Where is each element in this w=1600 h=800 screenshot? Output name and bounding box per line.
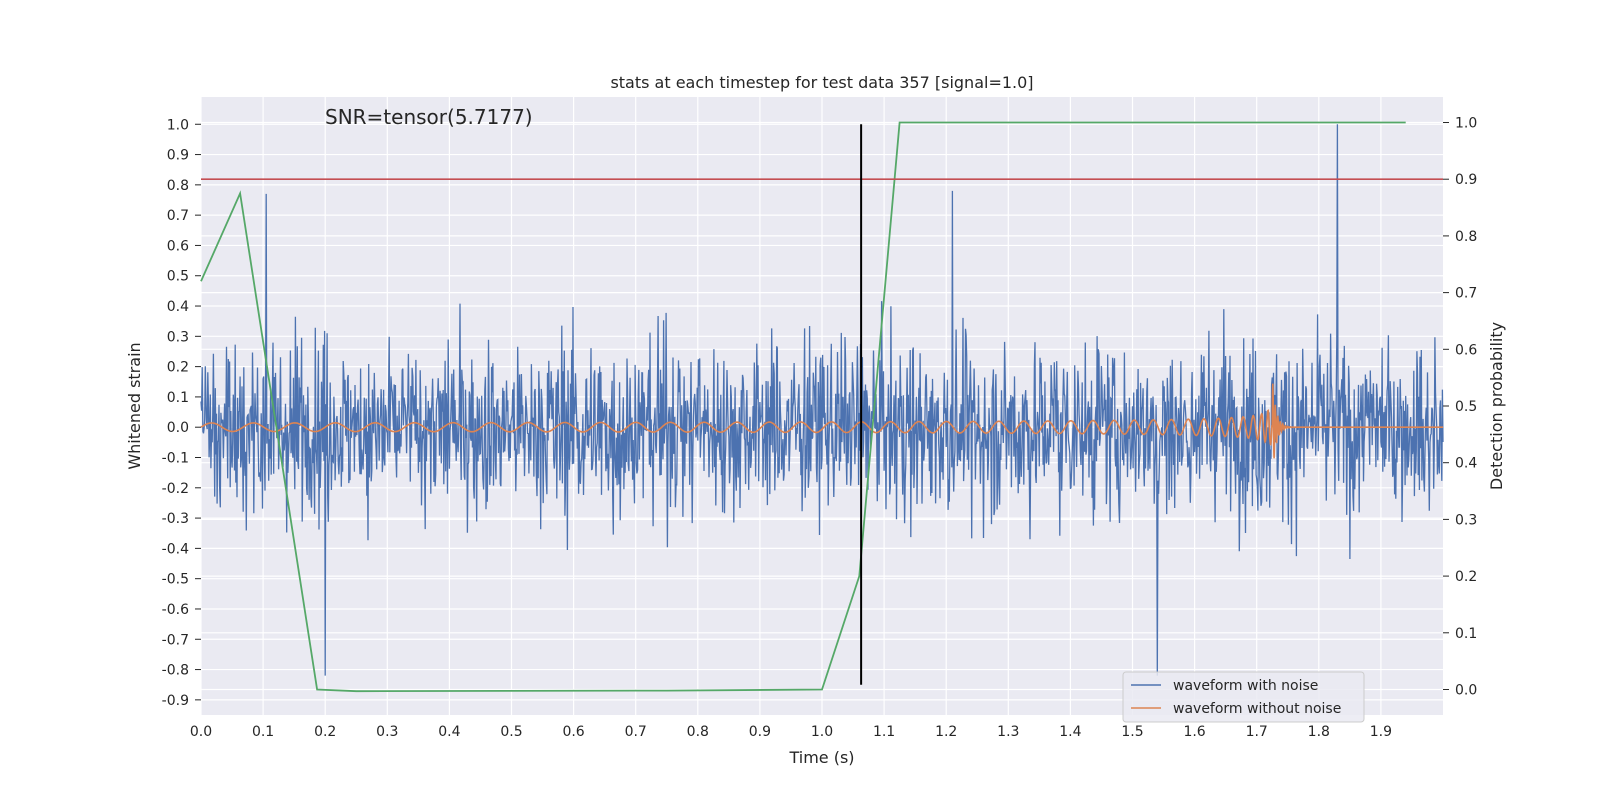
y-left-tick-label: 0.4 [167,299,189,315]
y-right-tick-label: 0.6 [1455,342,1477,358]
y-left-tick-label: -0.6 [162,602,189,618]
y-left-tick-label: 0.9 [167,148,189,164]
y-right-tick-label: 0.1 [1455,626,1477,642]
y-left-tick-label: 0.2 [167,360,189,376]
y-left-tick-label: -0.2 [162,481,189,497]
y-right-tick-label: 0.2 [1455,569,1477,585]
series-layer [200,121,1444,693]
x-tick-label: 1.4 [1059,724,1081,740]
axes-layer: 0.0 0.1 0.2 0.3 0.4 0.5 0.6 0.7 0.8 0.9 1.0 1.1 1.2 1… [162,116,1478,740]
x-tick-label: 0.4 [438,724,460,740]
x-axis-title: Time (s) [788,748,854,767]
y-right-tick-label: 0.3 [1455,512,1477,528]
legend-label-clean: waveform without noise [1173,701,1341,717]
x-tick-label: 0.5 [500,724,522,740]
legend: waveform with noise waveform without noi… [1122,671,1365,723]
legend-label-noise: waveform with noise [1173,678,1318,694]
series-waveform-without-noise [200,383,1443,459]
snr-annotation: SNR=tensor(5.7177) [325,105,533,129]
y-left-tick-label: -0.7 [162,632,189,648]
y-left-tick-label: 0.7 [167,208,189,224]
y-right-tick-label: 0.0 [1455,682,1477,698]
legend-box [1122,671,1365,723]
y-left-tick-label: 0.8 [167,178,189,194]
y-left-tick-label: -0.9 [162,693,189,709]
x-tick-label: 1.8 [1308,724,1330,740]
y-right-tick-label: 0.4 [1455,456,1477,472]
x-tick-label: 0.1 [252,724,274,740]
x-tick-label: 0.8 [687,724,709,740]
y-left-tick-label: 0.6 [167,238,189,254]
y-right-tick-label: 1.0 [1455,116,1477,132]
x-tick-label: 1.7 [1246,724,1268,740]
y-left-tick-label: 0.3 [167,329,189,345]
y-axis-right-title: Detection probability [1487,322,1506,490]
y-right-tick-label: 0.9 [1455,172,1477,188]
y-left-tick-label: -0.8 [162,663,189,679]
y-right-tick-label: 0.7 [1455,286,1477,302]
y-left-tick-label: -0.4 [162,541,189,557]
series-waveform-with-noise [200,124,1444,676]
x-tick-label: 0.2 [314,724,336,740]
y-left-tick-label: 0.5 [167,269,189,285]
x-tick-label: 0.9 [749,724,771,740]
y-left-tick-label: 0.1 [167,390,189,406]
x-tick-label: 1.6 [1183,724,1205,740]
y-axis-left-title: Whitened strain [125,342,144,469]
x-tick-label: 1.2 [935,724,957,740]
y-left-tick-label: 0.0 [167,420,189,436]
x-tick-label: 1.3 [997,724,1019,740]
x-tick-label: 0.6 [562,724,584,740]
y-right-tick-label: 0.5 [1455,399,1477,415]
x-tick-label: 1.5 [1121,724,1143,740]
y-left-tick-label: -0.1 [162,451,189,467]
x-tick-label: 0.0 [190,724,212,740]
y-right-tick-label: 0.8 [1455,229,1477,245]
x-tick-label: 1.9 [1370,724,1392,740]
chart-title: stats at each timestep for test data 357… [610,73,1033,92]
x-tick-label: 1.0 [811,724,833,740]
y-left-tick-label: -0.3 [162,511,189,527]
series-detection-probability [200,121,1406,693]
x-tick-label: 0.7 [625,724,647,740]
y-left-tick-label: -0.5 [162,572,189,588]
y-left-tick-label: 1.0 [167,117,189,133]
x-tick-label: 0.3 [376,724,398,740]
x-tick-label: 1.1 [873,724,895,740]
